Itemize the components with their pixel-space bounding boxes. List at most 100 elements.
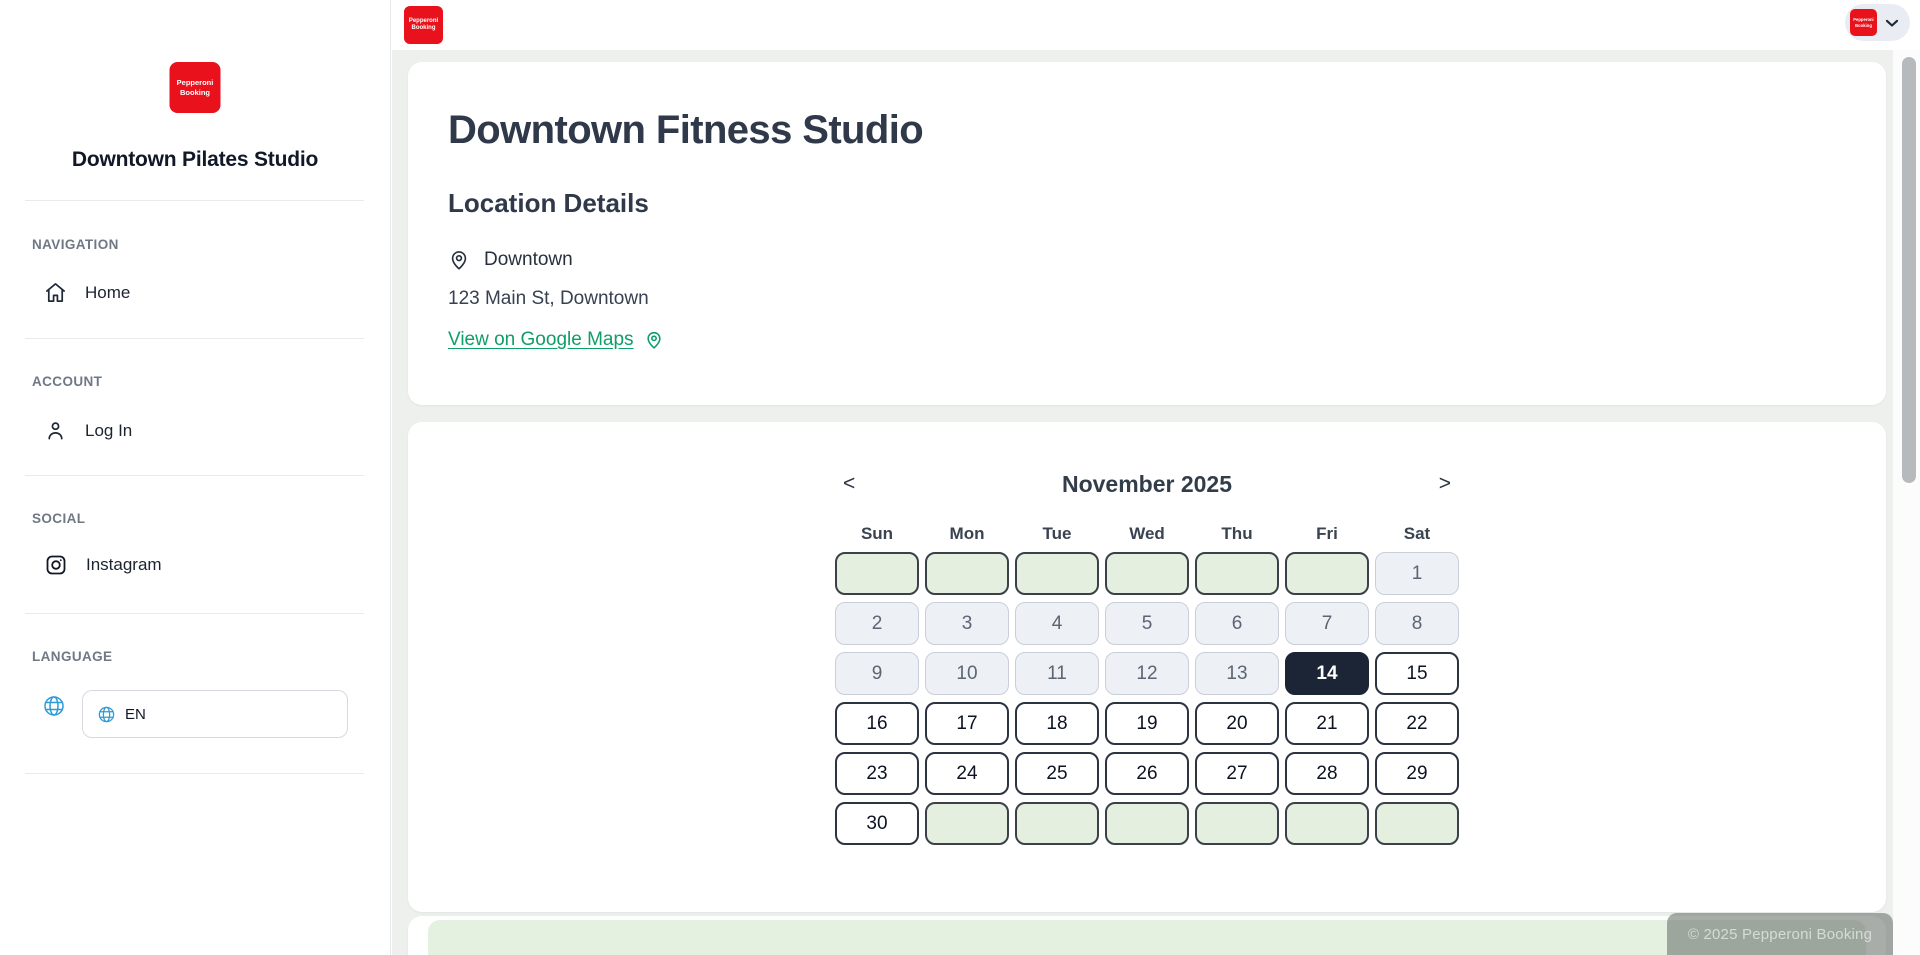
day-cell-17[interactable]: 17 (925, 702, 1009, 745)
account-menu-button[interactable]: Pepperoni Booking (1845, 4, 1910, 41)
day-cell-22[interactable]: 22 (1375, 702, 1459, 745)
divider (25, 613, 364, 614)
day-cell-1: 1 (1375, 552, 1459, 595)
instagram-icon (46, 555, 66, 575)
scrollbar-track[interactable] (1893, 50, 1920, 955)
selected-date-panel (428, 920, 1866, 955)
day-cell-8: 8 (1375, 602, 1459, 645)
calendar-nav: < November 2025 > (835, 466, 1459, 502)
globe-icon (98, 706, 115, 722)
sidebar: Pepperoni Booking Downtown Pilates Studi… (0, 0, 391, 955)
chevron-down-icon (1885, 19, 1899, 27)
calendar-grid: 1 2 3 4 5 6 7 8 9 10 11 12 13 14 15 16 17 18 19 20 21 22 23 24 2… (835, 552, 1459, 845)
logo-line2: Booking (411, 25, 436, 31)
day-cell-15[interactable]: 15 (1375, 652, 1459, 695)
logo-line1: Pepperoni (176, 78, 214, 88)
map-pin-icon (451, 251, 467, 270)
day-cell-27[interactable]: 27 (1195, 752, 1279, 795)
day-cell-21[interactable]: 21 (1285, 702, 1369, 745)
social-section-label: SOCIAL (32, 511, 86, 526)
day-cell-24[interactable]: 24 (925, 752, 1009, 795)
sidebar-item-home[interactable]: Home (44, 281, 130, 304)
globe-icon (42, 694, 66, 723)
navigation-section-label: NAVIGATION (32, 237, 119, 252)
day-cell-empty (1375, 802, 1459, 845)
day-cell-29[interactable]: 29 (1375, 752, 1459, 795)
calendar-day-names: Sun Mon Tue Wed Thu Fri Sat (835, 522, 1459, 546)
day-name-sun: Sun (860, 524, 894, 543)
day-cell-10: 10 (925, 652, 1009, 695)
day-cell-13: 13 (1195, 652, 1279, 695)
location-name-row: Downtown (448, 249, 1846, 271)
day-cell-6: 6 (1195, 602, 1279, 645)
next-month-button[interactable]: > (1431, 470, 1459, 498)
day-cell-empty (925, 802, 1009, 845)
pepperoni-booking-logo-mini: Pepperoni Booking (1850, 9, 1877, 36)
pepperoni-booking-logo-header[interactable]: Pepperoni Booking (404, 6, 443, 44)
scrollbar-thumb[interactable] (1902, 57, 1916, 483)
account-section-label: ACCOUNT (32, 374, 103, 389)
day-cell-11: 11 (1015, 652, 1099, 695)
day-cell-7: 7 (1285, 602, 1369, 645)
day-cell-18[interactable]: 18 (1015, 702, 1099, 745)
watermark: © 2025 Pepperoni Booking (1667, 913, 1893, 955)
previous-month-button[interactable]: < (835, 470, 863, 498)
day-cell-empty (1105, 552, 1189, 595)
day-cell-empty (1285, 552, 1369, 595)
divider (25, 475, 364, 476)
map-pin-icon (646, 331, 661, 349)
day-cell-30[interactable]: 30 (835, 802, 919, 845)
day-cell-empty (1195, 802, 1279, 845)
divider (25, 773, 364, 774)
divider (25, 200, 364, 201)
sidebar-item-login[interactable]: Log In (44, 419, 132, 442)
language-select[interactable]: EN (82, 690, 348, 738)
day-cell-25[interactable]: 25 (1015, 752, 1099, 795)
day-cell-12: 12 (1105, 652, 1189, 695)
maps-link-label: View on Google Maps (448, 329, 634, 350)
day-name-sat: Sat (1403, 524, 1431, 543)
pepperoni-booking-logo: Pepperoni Booking (169, 62, 221, 113)
user-icon (48, 422, 63, 440)
divider (25, 338, 364, 339)
day-name-fri: Fri (1316, 524, 1338, 543)
day-name-thu: Thu (1221, 524, 1253, 543)
page-title: Downtown Fitness Studio (448, 108, 924, 152)
home-label: Home (85, 282, 131, 302)
language-value: EN (125, 705, 146, 723)
day-cell-empty (925, 552, 1009, 595)
login-label: Log In (85, 420, 133, 440)
day-cell-16[interactable]: 16 (835, 702, 919, 745)
day-cell-empty (1015, 552, 1099, 595)
studio-title: Downtown Pilates Studio (71, 148, 319, 171)
day-cell-empty (1015, 802, 1099, 845)
sidebar-item-instagram[interactable]: Instagram (44, 553, 162, 577)
location-address: 123 Main St, Downtown (448, 288, 649, 309)
day-cell-empty (835, 552, 919, 595)
view-on-google-maps-link[interactable]: View on Google Maps (448, 329, 1846, 351)
calendar-card: < November 2025 > Sun Mon Tue Wed Thu Fri Sat … (408, 422, 1886, 912)
day-cell-28[interactable]: 28 (1285, 752, 1369, 795)
day-cell-empty (1195, 552, 1279, 595)
day-cell-26[interactable]: 26 (1105, 752, 1189, 795)
day-cell-9: 9 (835, 652, 919, 695)
logo-line2: Booking (180, 87, 210, 97)
day-cell-14[interactable]: 14 (1285, 652, 1369, 695)
language-section-label: LANGUAGE (32, 649, 113, 664)
calendar-month-title: November 2025 (1061, 470, 1233, 497)
home-icon (46, 283, 65, 302)
location-details-heading: Location Details (448, 188, 649, 218)
day-cell-empty (1105, 802, 1189, 845)
day-name-wed: Wed (1129, 524, 1165, 543)
day-cell-4: 4 (1015, 602, 1099, 645)
instagram-label: Instagram (86, 555, 162, 574)
logo-line2: Booking (1855, 22, 1872, 28)
day-cell-20[interactable]: 20 (1195, 702, 1279, 745)
logo-line1: Pepperoni (408, 17, 439, 24)
day-cell-19[interactable]: 19 (1105, 702, 1189, 745)
location-card: Downtown Fitness Studio Location Details… (408, 62, 1886, 405)
top-header: Pepperoni Booking Pepperoni Booking (392, 0, 1920, 50)
day-name-tue: Tue (1042, 524, 1072, 543)
day-cell-23[interactable]: 23 (835, 752, 919, 795)
